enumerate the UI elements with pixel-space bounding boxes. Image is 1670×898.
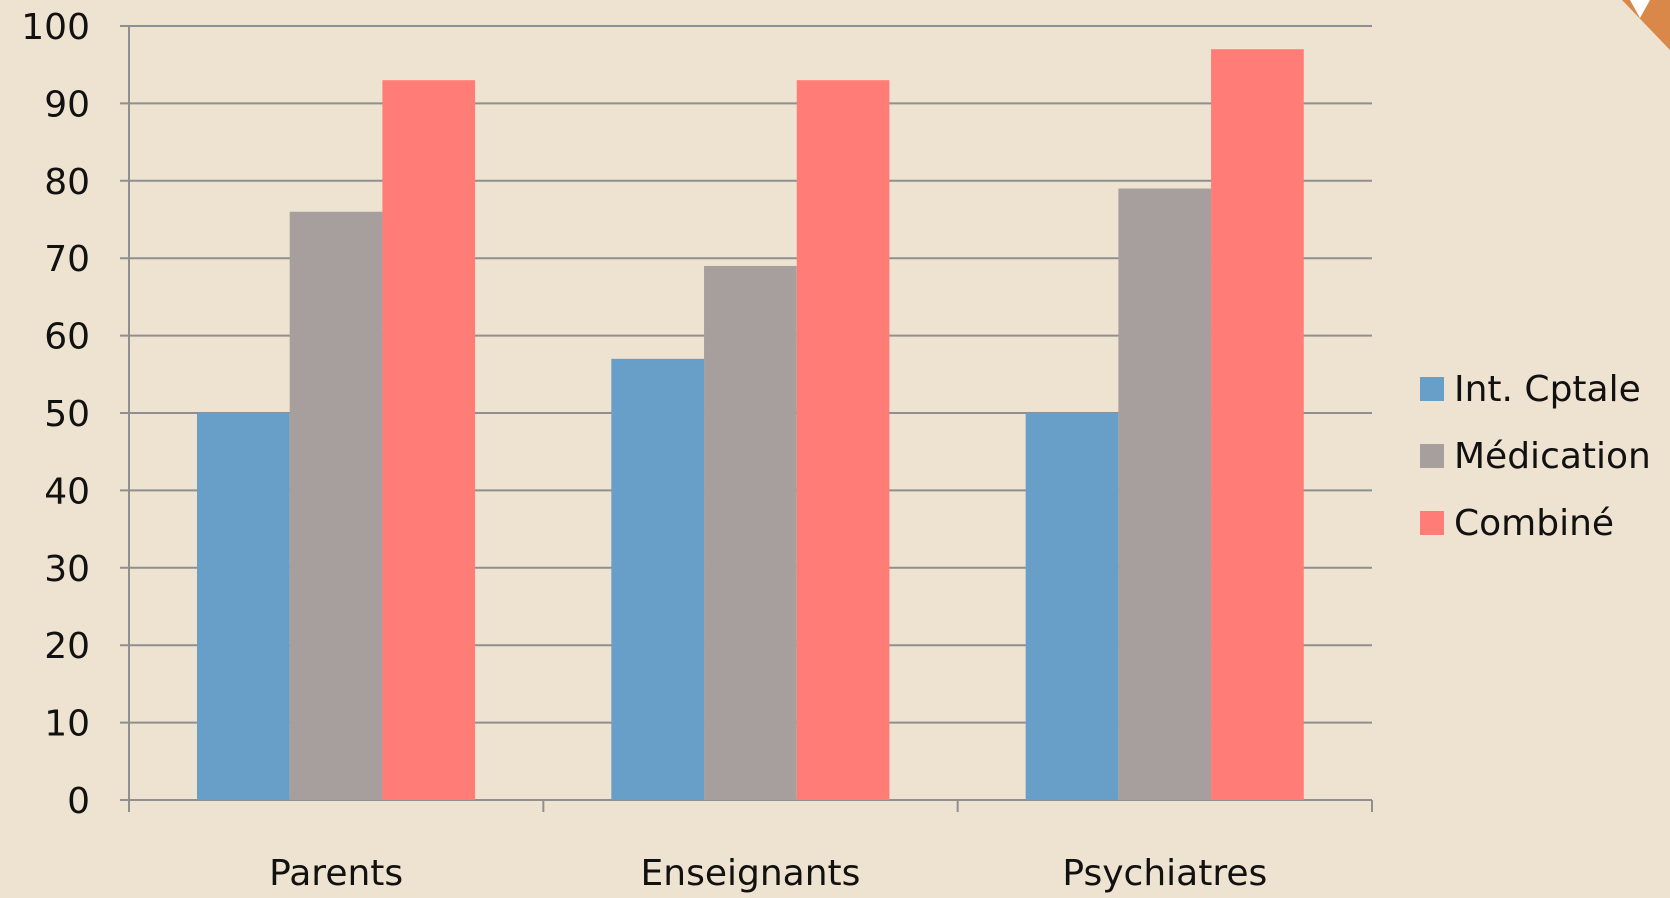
bar bbox=[1118, 188, 1212, 801]
bar bbox=[382, 80, 476, 801]
y-tick-label: 80 bbox=[44, 162, 90, 203]
legend-label: Médication bbox=[1454, 436, 1651, 477]
corner-decoration bbox=[1630, 0, 1650, 18]
legend-label: Combiné bbox=[1454, 503, 1614, 544]
legend-swatch bbox=[1420, 377, 1444, 401]
y-tick-label: 60 bbox=[44, 317, 90, 358]
bar bbox=[1025, 413, 1119, 800]
y-tick-label: 90 bbox=[44, 84, 90, 125]
y-tick-label: 40 bbox=[44, 471, 90, 512]
corner-decoration bbox=[1622, 0, 1670, 50]
legend-label: Int. Cptale bbox=[1454, 369, 1641, 410]
bar bbox=[796, 80, 890, 801]
x-tick-label: Parents bbox=[269, 853, 403, 894]
bar bbox=[1211, 49, 1304, 801]
x-tick-label: Psychiatres bbox=[1062, 853, 1267, 894]
y-tick-label: 70 bbox=[44, 239, 90, 280]
bar bbox=[704, 265, 797, 800]
bar bbox=[289, 211, 383, 800]
y-tick-label: 20 bbox=[44, 626, 90, 667]
bar bbox=[611, 358, 705, 800]
x-tick-label: Enseignants bbox=[641, 853, 861, 894]
y-tick-label: 50 bbox=[44, 394, 90, 435]
legend-swatch bbox=[1420, 511, 1444, 535]
bar bbox=[197, 413, 290, 800]
y-tick-label: 10 bbox=[44, 704, 90, 745]
y-tick-label: 0 bbox=[67, 781, 90, 822]
y-tick-label: 30 bbox=[44, 549, 90, 590]
legend-swatch bbox=[1420, 444, 1444, 468]
y-tick-label: 100 bbox=[21, 7, 90, 48]
